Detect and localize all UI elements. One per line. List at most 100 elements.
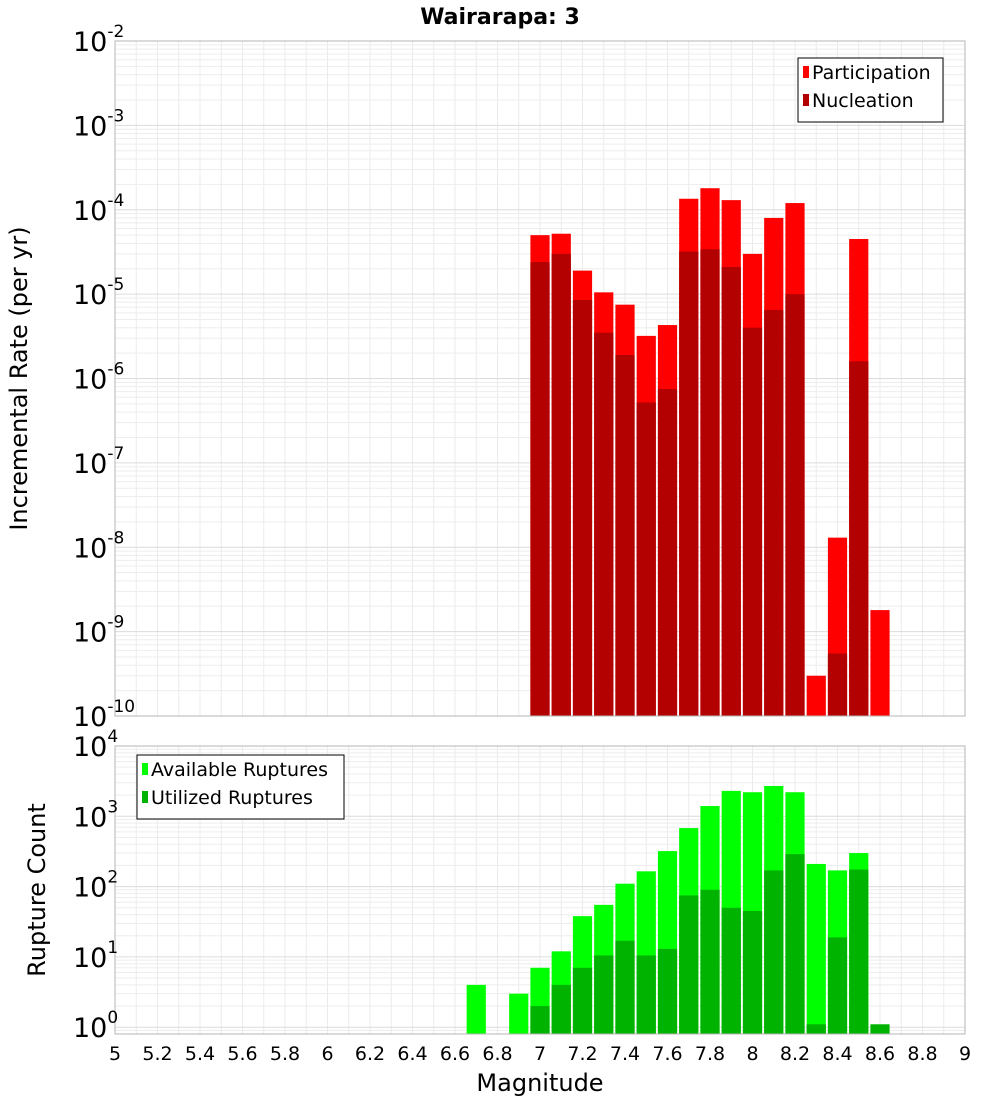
x-tick-label: 8.2 [780,1043,810,1065]
bar-utilized-ruptures [764,870,784,1034]
plot-frame [114,40,966,717]
legend-swatch [803,94,809,106]
bar-utilized-ruptures [700,889,720,1034]
bar-nucleation [764,309,784,716]
bar-nucleation [551,253,571,716]
x-tick-label: 5.8 [270,1043,300,1065]
x-tick-label: 7.4 [610,1043,640,1065]
y-tick-label: 10-10 [73,697,135,733]
y-tick-label: 10-7 [73,444,124,480]
x-tick-label: 8.6 [865,1043,895,1065]
bar-nucleation [679,251,699,716]
y-tick-label: 101 [73,938,118,974]
bar-utilized-ruptures [636,955,656,1034]
legend-label: Utilized Ruptures [151,787,313,809]
panel-2: 100 101 102 103 104 Rupture Count 5 5.2 5.4 5.6 5.… [23,727,971,1097]
bar-utilized-ruptures [594,955,614,1034]
y-tick-labels: 100 101 102 103 104 [73,727,118,1044]
bar-nucleation [742,327,763,716]
bar-participation [806,675,826,716]
plot-area [114,40,966,717]
x-tick-label: 5.6 [227,1043,257,1065]
y-tick-label: 103 [73,797,118,833]
x-tick-label: 6.2 [355,1043,385,1065]
bar-available-ruptures [806,863,826,1034]
x-tick-label: 9 [959,1043,971,1065]
bar-nucleation [827,653,848,716]
bar-nucleation [721,266,741,716]
x-tick-label: 7.8 [695,1043,725,1065]
bar-participation [870,610,890,716]
bar-utilized-ruptures [530,1006,550,1034]
y-tick-label: 100 [73,1008,118,1044]
x-tick-label: 7.6 [652,1043,682,1065]
bar-utilized-ruptures [721,907,741,1034]
bar-utilized-ruptures [551,984,571,1034]
bar-available-ruptures [509,993,529,1034]
x-tick-label: 8.4 [822,1043,852,1065]
legend-swatch [142,763,148,775]
bar-utilized-ruptures [806,1024,826,1034]
y-tick-label: 102 [73,868,118,904]
y-tick-label: 10-3 [73,106,124,142]
x-tick-label: 5.2 [142,1043,172,1065]
x-tick-label: 6 [321,1043,333,1065]
legend-label: Available Ruptures [151,759,328,781]
legend-box [136,754,345,820]
bar-nucleation [636,402,656,716]
y-tick-label: 10-5 [73,275,124,311]
bar-utilized-ruptures [572,967,593,1034]
x-tick-labels: 5 5.2 5.4 5.6 5.8 6 6.2 6.4 6.6 6.8 7 7.2 7.4 7.6 7.8 8… [109,1043,971,1065]
bar-utilized-ruptures [827,937,848,1034]
legend-swatch [142,791,148,803]
x-tick-label: 6.8 [482,1043,512,1065]
legend-box [797,57,944,123]
bar-nucleation [849,361,869,716]
bar-utilized-ruptures [679,895,699,1034]
y-tick-label: 10-2 [73,22,124,58]
bar-utilized-ruptures [615,940,635,1034]
y-tick-label: 10-9 [73,613,124,649]
x-tick-label: 6.6 [440,1043,470,1065]
y-axis-label: Incremental Rate (per yr) [5,226,33,530]
x-tick-label: 6.4 [397,1043,427,1065]
series-utilized-ruptures [530,854,890,1034]
bar-nucleation [615,354,635,716]
legend-label: Nucleation [812,90,914,112]
legend-label: Participation [812,62,931,84]
legend: Participation Nucleation [797,57,944,123]
bar-utilized-ruptures [657,948,678,1034]
x-tick-label: 5 [109,1043,121,1065]
legend-swatch [803,66,809,78]
bar-nucleation [530,262,550,716]
y-tick-label: 104 [73,727,118,763]
series-nucleation [530,249,869,716]
bar-utilized-ruptures [870,1024,890,1034]
y-tick-label: 10-8 [73,528,124,564]
plot-frame [114,745,966,1035]
x-tick-label: 8.8 [907,1043,937,1065]
y-tick-labels: 10-10 10-9 10-8 10-7 10-6 10-5 10-4 10-3 10-2 [73,22,135,733]
bar-nucleation [594,332,614,716]
x-tick-label: 5.4 [185,1043,215,1065]
bar-utilized-ruptures [742,910,763,1034]
y-axis-label: Rupture Count [23,803,51,977]
x-tick-label: 7.2 [567,1043,597,1065]
bar-nucleation [785,294,805,716]
bar-nucleation [700,249,720,716]
legend: Available Ruptures Utilized Ruptures [136,754,345,820]
x-tick-label: 8 [746,1043,758,1065]
x-tick-label: 7 [534,1043,546,1065]
bar-utilized-ruptures [849,869,869,1034]
bar-utilized-ruptures [785,854,805,1034]
y-tick-label: 10-4 [73,191,124,227]
bar-available-ruptures [466,984,486,1034]
x-axis-label: Magnitude [476,1069,603,1097]
bar-nucleation [657,389,678,716]
y-tick-label: 10-6 [73,360,124,396]
panel-1: 10-10 10-9 10-8 10-7 10-6 10-5 10-4 10-3 10-2 Inc… [5,5,966,733]
chart-title: Wairarapa: 3 [420,5,580,30]
bar-nucleation [572,300,593,716]
